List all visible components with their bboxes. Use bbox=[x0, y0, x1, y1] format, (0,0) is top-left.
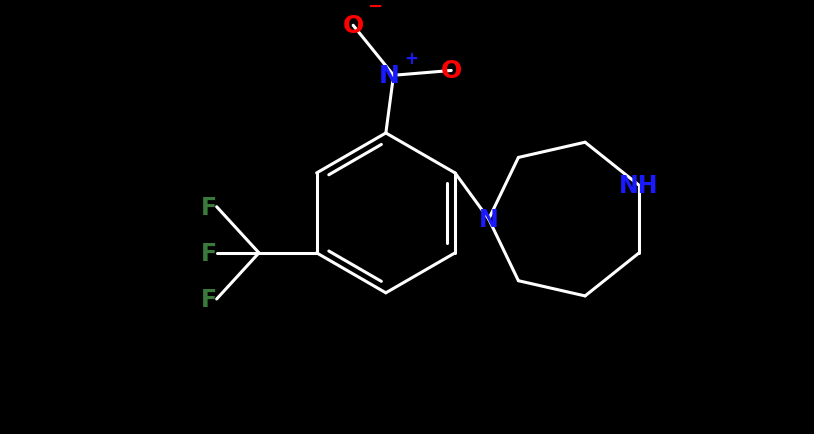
Text: F: F bbox=[201, 241, 217, 265]
Text: O: O bbox=[343, 14, 364, 38]
Text: NH: NH bbox=[619, 174, 659, 197]
Text: F: F bbox=[201, 287, 217, 311]
Text: −: − bbox=[367, 0, 382, 16]
Text: N: N bbox=[479, 207, 499, 231]
Text: F: F bbox=[201, 195, 217, 219]
Text: O: O bbox=[440, 59, 462, 83]
Text: N: N bbox=[379, 64, 399, 88]
Text: +: + bbox=[404, 50, 418, 68]
